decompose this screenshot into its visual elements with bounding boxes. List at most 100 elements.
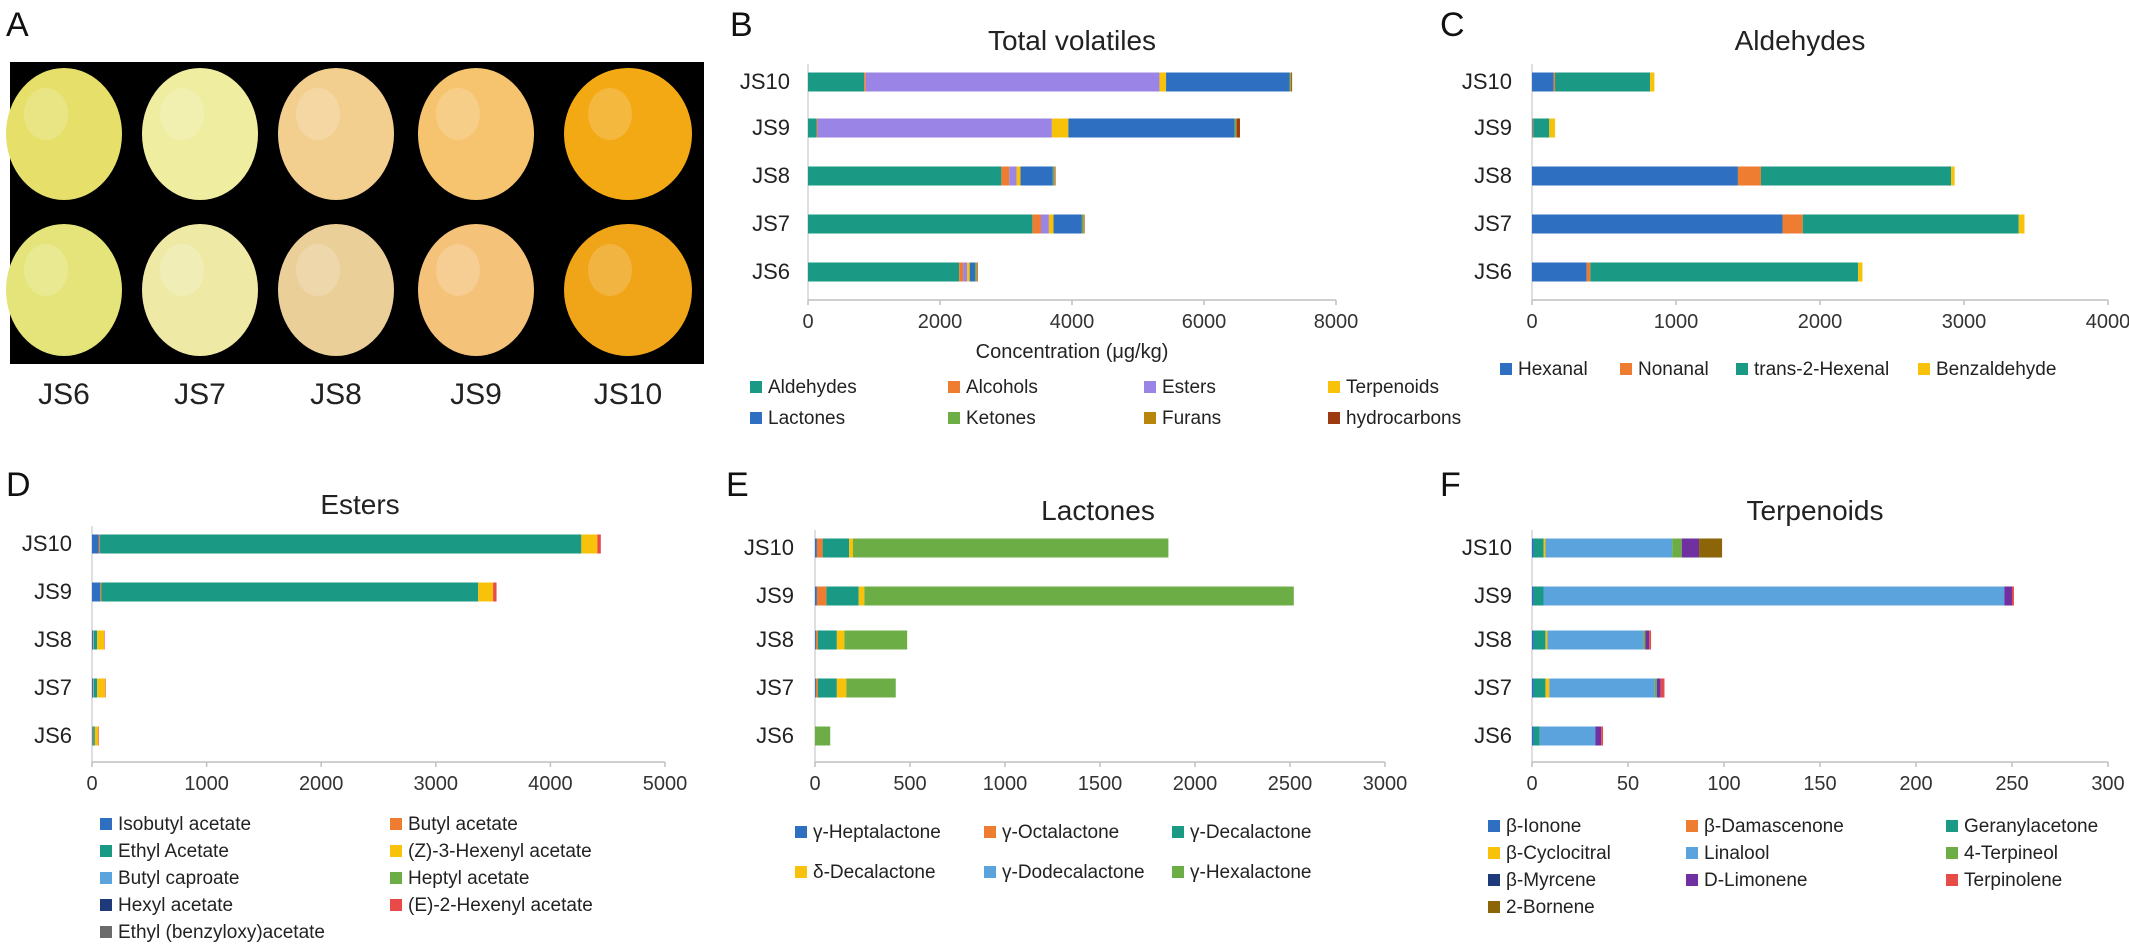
bar-segment-aldehydes-js6 <box>808 262 960 282</box>
legend-label-hexyl-acetate: Hexyl acetate <box>118 895 233 916</box>
category-label-js7: JS7 <box>1474 211 1512 236</box>
bar-segment-ionone-js6 <box>1532 726 1534 746</box>
category-label-js10: JS10 <box>22 531 72 556</box>
legend-label-hexanal: Hexanal <box>1518 359 1588 380</box>
bar-segment-e-2-hexenyl-acetate-js8 <box>104 630 105 650</box>
legend-swatch-hexalactone <box>1172 866 1184 878</box>
x-tick-label: 500 <box>893 773 926 795</box>
category-label-js9: JS9 <box>1474 583 1512 608</box>
legend-swatch-esters <box>1144 381 1156 393</box>
legend-swatch-2-bornene <box>1488 901 1500 913</box>
bar-segment-octalactone-js8 <box>815 630 818 650</box>
legend-swatch-butyl-acetate <box>390 818 402 830</box>
legend-label-nonanal: Nonanal <box>1638 359 1709 380</box>
legend-swatch-linalool <box>1686 847 1698 859</box>
x-tick-label: 1500 <box>1078 773 1123 795</box>
bar-segment-lactones-js10 <box>1166 72 1290 92</box>
category-label-js8: JS8 <box>752 163 790 188</box>
bar-segment-octalactone-js10 <box>816 538 823 558</box>
bar-segment-ethyl-acetate-js9 <box>101 582 479 602</box>
bar-segment-ionone-js9 <box>1532 586 1534 606</box>
bar-segment-nonanal-js7 <box>1782 214 1803 234</box>
bar-segment-esters-js7 <box>1040 214 1049 234</box>
fruit-js7-bottom <box>142 224 258 356</box>
category-label-js9: JS9 <box>752 115 790 140</box>
photo-labels: JS6 JS7 JS8 JS9 JS10 <box>38 378 662 411</box>
legend-label-heptyl-acetate: Heptyl acetate <box>408 868 529 889</box>
bar-segment-linalool-js8 <box>1547 630 1644 650</box>
chart-terpenoids: Terpenoids 0 50 100 150 200 250 300 JS10 JS9 JS8 JS… <box>1462 495 2125 918</box>
legend-swatch-terpenoids <box>1328 381 1340 393</box>
legend-swatch-ionone <box>1488 820 1500 832</box>
bar-segment-d-limonene-js8 <box>1645 630 1650 650</box>
legend-label-terpinolene: Terpinolene <box>1964 870 2062 891</box>
bar-segment-nonanal-js6 <box>1586 262 1591 282</box>
fruit-js6-bottom <box>6 224 122 356</box>
x-tick-label: 150 <box>1803 773 1836 795</box>
fruit-js8-bottom <box>278 224 394 356</box>
bar-segment-alcohols-js10 <box>864 72 866 92</box>
bar-segment-isobutyl-acetate-js10 <box>92 534 99 554</box>
bar-segment-terpenoids-js8 <box>1016 166 1021 186</box>
fruit-highlight <box>436 244 480 296</box>
legend-swatch-ethyl-benzyloxy-acetate <box>100 926 112 938</box>
category-label-js8: JS8 <box>756 627 794 652</box>
bar-segment-aldehydes-js7 <box>808 214 1033 234</box>
bar-segment-trans-2-hexenal-js9 <box>1533 118 1550 138</box>
bar-segment-geranylacetone-js9 <box>1533 586 1544 606</box>
x-tick-label: 0 <box>802 311 813 333</box>
legend-swatch-dodecalactone <box>984 866 996 878</box>
bar-segment-furans-js10 <box>1290 72 1292 92</box>
bar-segment-heptalactone-js8 <box>815 630 816 650</box>
x-tick-label: 2000 <box>299 773 344 795</box>
x-tick-label: 1000 <box>983 773 1028 795</box>
chart-total-volatiles: Total volatiles 0 2000 4000 6000 8000 Concentr… <box>740 25 1461 429</box>
panel-a: A JS6 JS7 JS8 JS9 JS10 <box>6 6 704 411</box>
bar-segment-butyl-acetate-js7 <box>93 678 94 698</box>
chart-title: Esters <box>320 489 399 520</box>
bar-segment-linalool-js7 <box>1549 678 1655 698</box>
bar-segment-heptalactone-js10 <box>815 538 817 558</box>
legend-label-z-3-hexenyl-acetate: (Z)-3-Hexenyl acetate <box>408 841 592 862</box>
photo-label-js9: JS9 <box>450 378 502 411</box>
legend-label-2-bornene: 2-Bornene <box>1506 897 1595 918</box>
legend-label-e-2-hexenyl-acetate: (E)-2-Hexenyl acetate <box>408 895 593 916</box>
x-tick-label: 50 <box>1617 773 1639 795</box>
bar-segment-hexalactone-js10 <box>853 538 1169 558</box>
legend-label-ethyl-benzyloxy-acetate: Ethyl (benzyloxy)acetate <box>118 922 325 943</box>
legend-swatch-decalactone <box>1172 826 1184 838</box>
x-tick-label: 3000 <box>414 773 459 795</box>
fruit-highlight <box>588 244 632 296</box>
chart-title: Aldehydes <box>1735 25 1866 56</box>
legend-swatch-4-terpineol <box>1946 847 1958 859</box>
bar-segment-geranylacetone-js8 <box>1533 630 1546 650</box>
bar-segment-hexanal-js8 <box>1532 166 1738 186</box>
fruit-js7-top <box>142 68 258 200</box>
panel-letter-a: A <box>6 6 29 44</box>
bar-segment-decalactone-js7 <box>817 678 837 698</box>
panel-letter-c: C <box>1440 6 1465 44</box>
bar-segment-benzaldehyde-js10 <box>1650 72 1655 92</box>
bar-segment-hexanal-js7 <box>1532 214 1783 234</box>
bar-segment-butyl-acetate-js8 <box>93 630 94 650</box>
x-tick-label: 4000 <box>528 773 573 795</box>
legend-swatch-heptalactone <box>795 826 807 838</box>
category-label-js10: JS10 <box>740 69 790 94</box>
legend-label-linalool: Linalool <box>1704 843 1770 864</box>
bar-segment-4-terpineol-js8 <box>1643 630 1646 650</box>
x-tick-label: 8000 <box>1314 311 1359 333</box>
bar-segment-isobutyl-acetate-js8 <box>92 630 94 650</box>
bar-segment-hydrocarbons-js7 <box>1083 214 1085 234</box>
fruit-highlight <box>296 244 340 296</box>
x-tick-label: 4000 <box>1050 311 1095 333</box>
bar-segment-esters-js8 <box>1009 166 1017 186</box>
category-label-js8: JS8 <box>1474 627 1512 652</box>
category-label-js6: JS6 <box>34 723 72 748</box>
bar-segment-z-3-hexenyl-acetate-js6 <box>94 726 99 746</box>
bar-segment-decalactone-js9 <box>858 586 865 606</box>
bar-segment-ketones-js7 <box>1081 214 1084 234</box>
legend-swatch-terpinolene <box>1946 874 1958 886</box>
bar-segment-hexanal-js10 <box>1532 72 1554 92</box>
legend-label-lactones: Lactones <box>768 408 845 429</box>
